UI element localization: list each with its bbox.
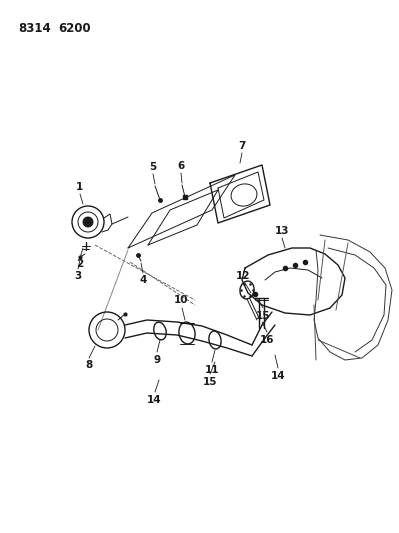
Text: 4: 4 xyxy=(139,275,147,285)
Text: 14: 14 xyxy=(147,395,161,405)
Text: 10: 10 xyxy=(174,295,188,305)
Text: 7: 7 xyxy=(238,141,246,151)
Text: 8: 8 xyxy=(85,360,93,370)
Text: 15: 15 xyxy=(203,377,217,387)
Text: 13: 13 xyxy=(275,226,289,236)
Text: 3: 3 xyxy=(74,271,82,281)
Circle shape xyxy=(83,217,93,227)
Text: 2: 2 xyxy=(76,259,84,269)
Text: 12: 12 xyxy=(236,271,250,281)
Text: 8314: 8314 xyxy=(18,22,51,35)
Text: 15: 15 xyxy=(256,311,270,321)
Text: 16: 16 xyxy=(260,335,274,345)
Text: 11: 11 xyxy=(205,365,219,375)
Text: 9: 9 xyxy=(154,355,160,365)
Text: 6200: 6200 xyxy=(58,22,91,35)
Text: 6: 6 xyxy=(178,161,185,171)
Text: 14: 14 xyxy=(271,371,285,381)
Text: 5: 5 xyxy=(149,162,157,172)
Text: 1: 1 xyxy=(75,182,83,192)
